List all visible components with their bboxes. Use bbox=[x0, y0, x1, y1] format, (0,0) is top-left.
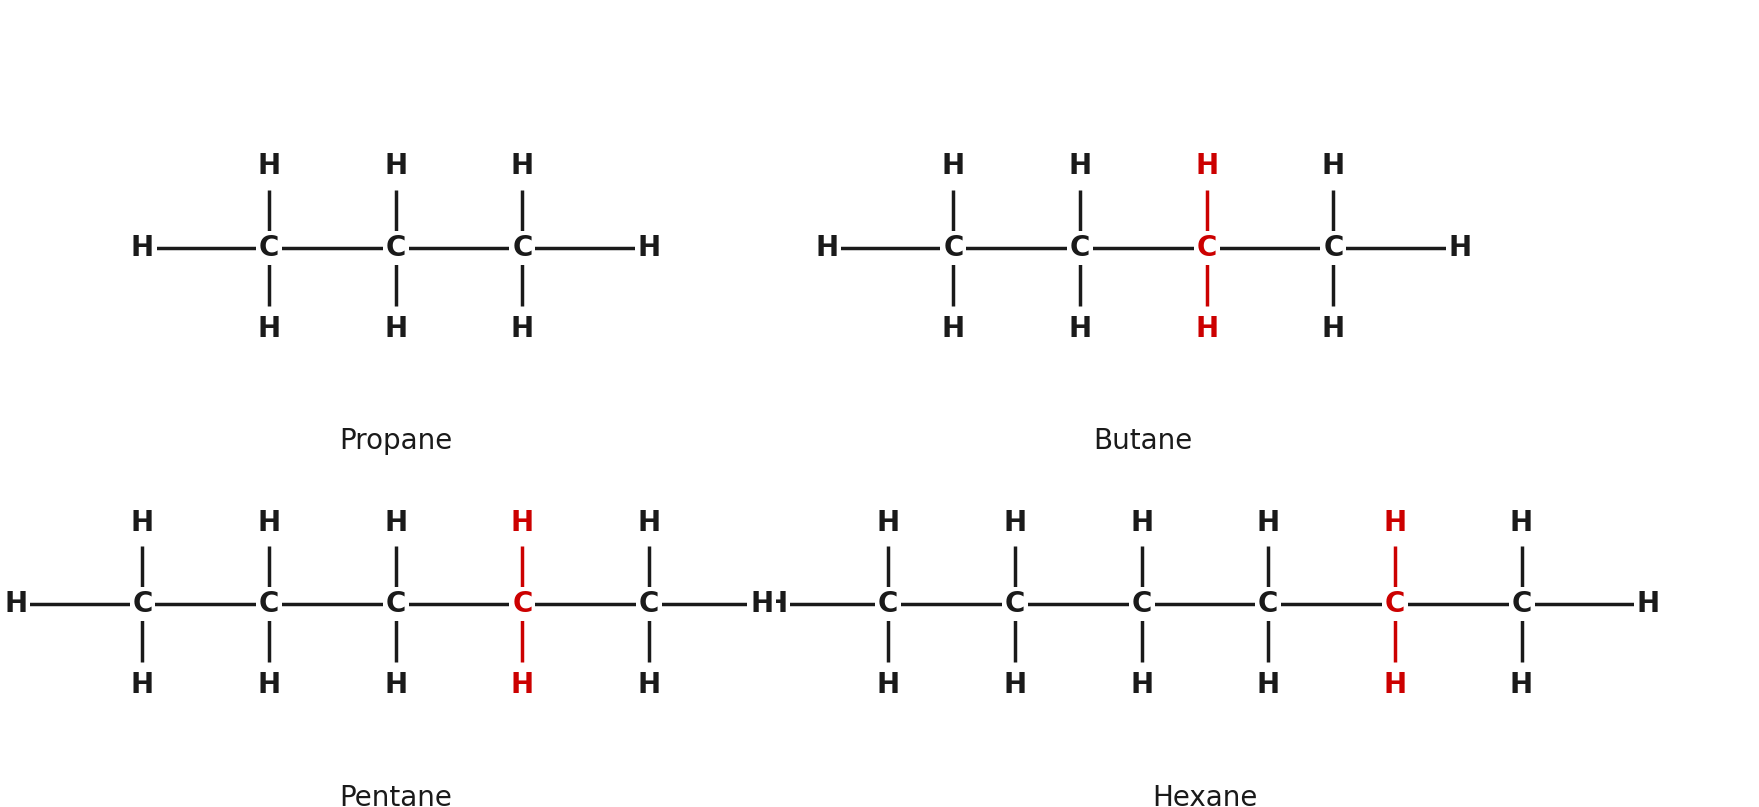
Text: H: H bbox=[941, 316, 966, 343]
Text: C: C bbox=[259, 590, 280, 618]
Text: H: H bbox=[4, 590, 28, 618]
Text: Pentane: Pentane bbox=[339, 784, 452, 807]
Text: C: C bbox=[943, 234, 964, 261]
Text: C: C bbox=[1196, 234, 1217, 261]
Text: H: H bbox=[1256, 508, 1281, 537]
Text: H: H bbox=[1194, 153, 1219, 181]
Text: H: H bbox=[1068, 153, 1092, 181]
Text: H: H bbox=[749, 590, 774, 618]
Text: H: H bbox=[1448, 234, 1472, 261]
Text: C: C bbox=[132, 590, 153, 618]
Text: C: C bbox=[639, 590, 660, 618]
Text: C: C bbox=[512, 590, 533, 618]
Text: H: H bbox=[1256, 671, 1281, 700]
Text: C: C bbox=[259, 234, 280, 261]
Text: C: C bbox=[878, 590, 899, 618]
Text: H: H bbox=[876, 671, 901, 700]
Text: H: H bbox=[763, 590, 788, 618]
Text: H: H bbox=[1383, 671, 1407, 700]
Text: H: H bbox=[1321, 316, 1346, 343]
Text: H: H bbox=[130, 234, 155, 261]
Text: C: C bbox=[1323, 234, 1344, 261]
Text: H: H bbox=[637, 508, 661, 537]
Text: H: H bbox=[510, 671, 535, 700]
Text: C: C bbox=[1131, 590, 1152, 618]
Text: C: C bbox=[512, 234, 533, 261]
Text: H: H bbox=[257, 508, 281, 537]
Text: H: H bbox=[1509, 671, 1534, 700]
Text: H: H bbox=[1636, 590, 1660, 618]
Text: H: H bbox=[1068, 316, 1092, 343]
Text: C: C bbox=[1004, 590, 1025, 618]
Text: H: H bbox=[257, 671, 281, 700]
Text: H: H bbox=[876, 508, 901, 537]
Text: H: H bbox=[510, 316, 535, 343]
Text: H: H bbox=[383, 508, 408, 537]
Text: H: H bbox=[1129, 508, 1154, 537]
Text: H: H bbox=[130, 508, 155, 537]
Text: H: H bbox=[257, 316, 281, 343]
Text: Hexane: Hexane bbox=[1152, 784, 1258, 807]
Text: Butane: Butane bbox=[1094, 428, 1193, 455]
Text: H: H bbox=[637, 234, 661, 261]
Text: H: H bbox=[383, 153, 408, 181]
Text: H: H bbox=[637, 671, 661, 700]
Text: H: H bbox=[1509, 508, 1534, 537]
Text: H: H bbox=[510, 153, 535, 181]
Text: H: H bbox=[1129, 671, 1154, 700]
Text: H: H bbox=[257, 153, 281, 181]
Text: C: C bbox=[1069, 234, 1091, 261]
Text: C: C bbox=[385, 234, 406, 261]
Text: C: C bbox=[1384, 590, 1405, 618]
Text: H: H bbox=[1003, 671, 1027, 700]
Text: H: H bbox=[941, 153, 966, 181]
Text: H: H bbox=[1194, 316, 1219, 343]
Text: C: C bbox=[385, 590, 406, 618]
Text: H: H bbox=[130, 671, 155, 700]
Text: Propane: Propane bbox=[339, 428, 452, 455]
Text: H: H bbox=[1003, 508, 1027, 537]
Text: H: H bbox=[510, 508, 535, 537]
Text: H: H bbox=[814, 234, 839, 261]
Text: C: C bbox=[1511, 590, 1532, 618]
Text: H: H bbox=[1321, 153, 1346, 181]
Text: H: H bbox=[383, 316, 408, 343]
Text: H: H bbox=[383, 671, 408, 700]
Text: C: C bbox=[1258, 590, 1279, 618]
Text: H: H bbox=[1383, 508, 1407, 537]
